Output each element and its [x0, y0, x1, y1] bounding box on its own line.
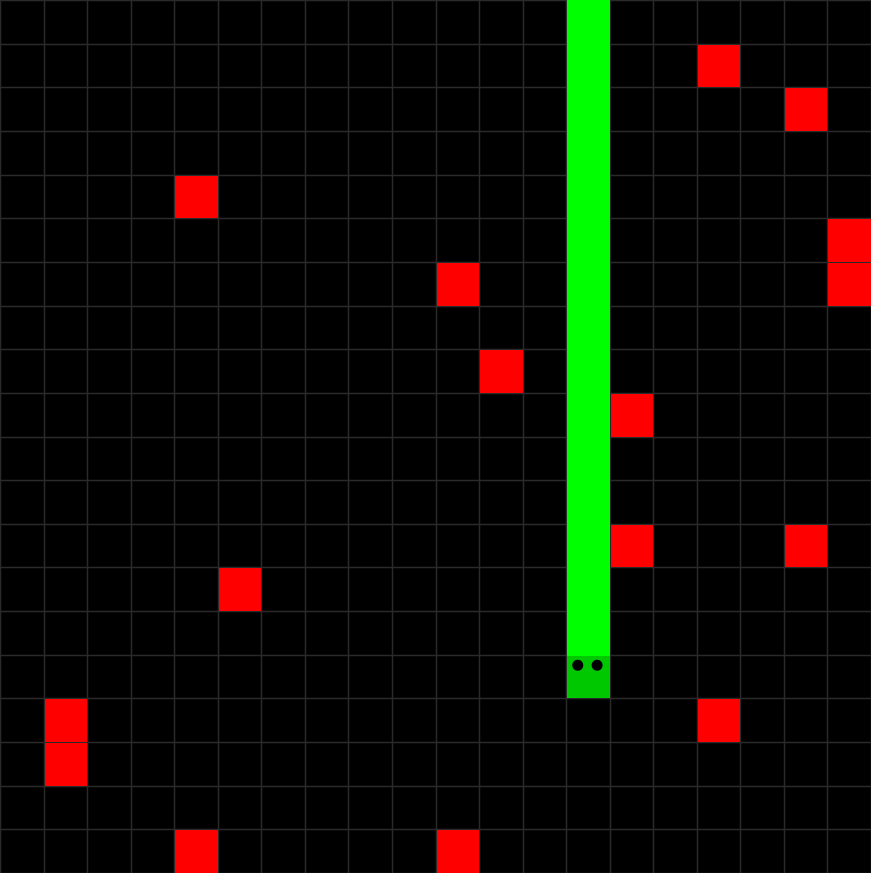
snake-segment — [567, 349, 610, 394]
snake-segment — [567, 218, 610, 263]
food-item — [785, 525, 827, 567]
snake-segment — [567, 44, 610, 88]
food-item — [437, 263, 479, 306]
snake-eye — [572, 659, 584, 671]
food-item — [437, 830, 479, 873]
food-item — [480, 350, 523, 393]
food-item — [828, 263, 871, 306]
food-item — [45, 743, 87, 786]
food-item — [698, 699, 740, 742]
snake-segment — [567, 480, 610, 525]
food-item — [785, 88, 827, 131]
snake-segment — [567, 131, 610, 176]
snake-segment — [567, 306, 610, 350]
food-item — [611, 525, 653, 567]
snake-segment — [567, 175, 610, 219]
food-item — [45, 699, 87, 742]
food-item — [611, 394, 653, 437]
snake-segment — [567, 611, 610, 656]
food-item — [175, 830, 218, 873]
snake-segment — [567, 524, 610, 568]
snake-eye — [591, 659, 603, 671]
snake-segment — [567, 437, 610, 481]
food-item — [219, 568, 261, 611]
snake-segment — [567, 567, 610, 612]
food-item — [828, 219, 871, 262]
snake-segment — [567, 0, 610, 45]
snake — [567, 0, 610, 698]
food-item — [175, 176, 218, 218]
food-item — [698, 45, 740, 87]
snake-segment — [567, 393, 610, 438]
food-layer — [45, 45, 871, 873]
snake-segment — [567, 262, 610, 307]
snake-segment — [567, 87, 610, 132]
